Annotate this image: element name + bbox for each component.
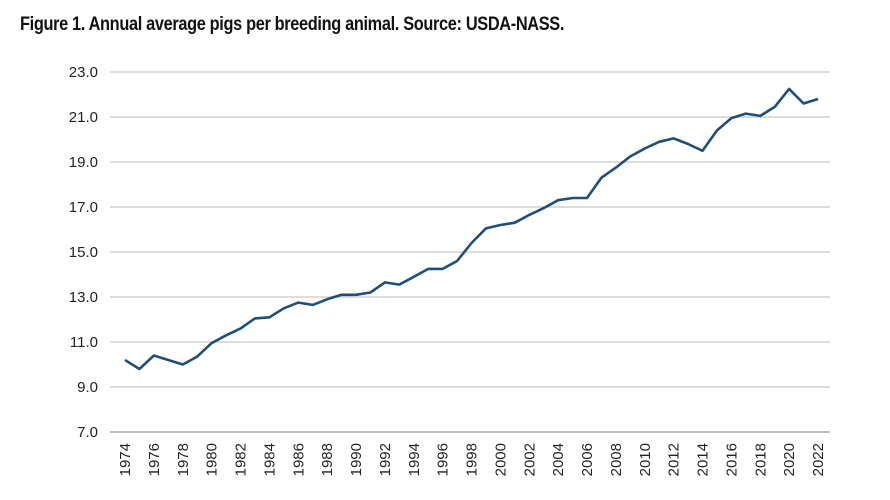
x-tick-label: 2000	[492, 443, 509, 476]
x-tick-label: 1994	[406, 443, 423, 476]
y-tick-label: 19.0	[69, 154, 98, 171]
x-tick-label: 1980	[204, 443, 221, 476]
x-tick-label: 2004	[550, 443, 567, 476]
x-tick-label: 1998	[464, 443, 481, 476]
y-tick-label: 17.0	[69, 199, 98, 216]
y-tick-label: 11.0	[70, 334, 98, 351]
y-tick-label: 9.0	[77, 379, 98, 396]
x-tick-label: 2010	[637, 443, 654, 476]
x-tick-label: 2020	[781, 443, 798, 476]
y-tick-label: 7.0	[77, 424, 98, 441]
data-line	[124, 87, 819, 371]
x-tick-label: 2006	[579, 443, 596, 476]
x-tick-label: 2022	[810, 443, 827, 476]
x-tick-label: 1990	[348, 443, 365, 476]
x-tick-label: 1984	[261, 443, 278, 476]
x-tick-label: 2016	[723, 443, 740, 476]
y-tick-label: 23.0	[69, 64, 98, 81]
x-tick-label: 1978	[175, 443, 192, 476]
x-tick-label: 1982	[233, 443, 250, 476]
chart-title: Figure 1. Annual average pigs per breedi…	[20, 14, 565, 35]
x-tick-label: 2014	[695, 443, 712, 476]
x-tick-label: 2018	[752, 443, 769, 476]
x-tick-label: 2012	[666, 443, 683, 476]
x-tick-label: 1974	[117, 443, 134, 476]
x-tick-label: 1988	[319, 443, 336, 476]
x-tick-label: 1976	[146, 443, 163, 476]
y-tick-label: 15.0	[69, 244, 98, 261]
x-tick-label: 2002	[521, 443, 538, 476]
y-tick-label: 21.0	[69, 109, 98, 126]
x-tick-label: 1992	[377, 443, 394, 476]
x-tick-label: 1986	[290, 443, 307, 476]
y-tick-label: 13.0	[69, 289, 98, 306]
x-tick-label: 2008	[608, 443, 625, 476]
x-tick-label: 1996	[435, 443, 452, 476]
